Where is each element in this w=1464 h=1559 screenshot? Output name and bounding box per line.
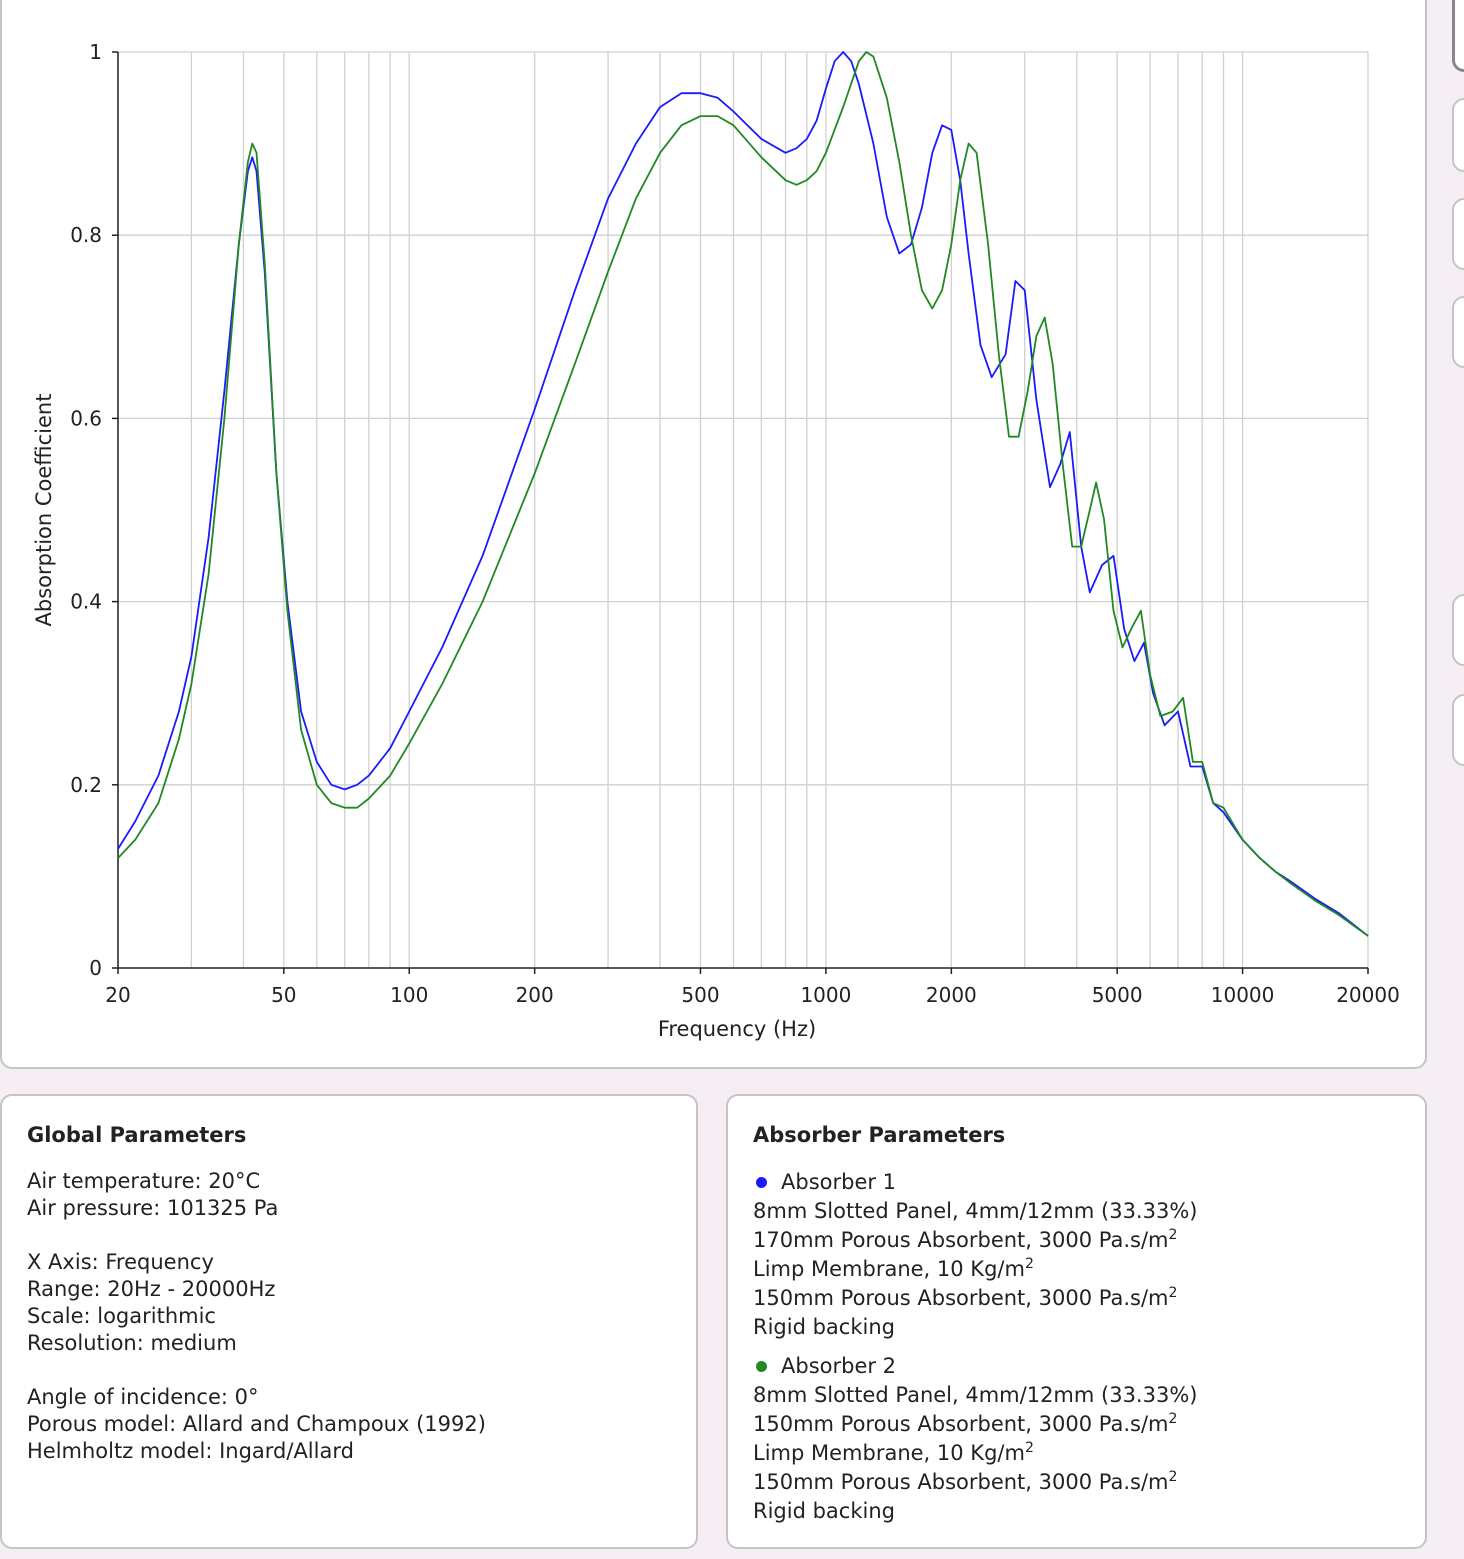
x-tick-label: 50: [271, 983, 296, 1007]
x-tick-label: 10000: [1211, 983, 1275, 1007]
absorber-2-layer-5: Rigid backing: [753, 1499, 895, 1523]
absorber-1-legend-dot: [756, 1177, 767, 1188]
x-tick-label: 20000: [1336, 983, 1400, 1007]
chart-panel: 20 50 100 200 500 1000 2000 5000 10000 20000 0 0.2 0…: [0, 0, 1427, 1069]
side-tab-5[interactable]: [1452, 594, 1464, 666]
y-tick-label: 1: [89, 40, 102, 64]
y-tick-label: 0: [89, 956, 102, 980]
x-tick-label: 500: [681, 983, 719, 1007]
absorber-2-legend-dot: [756, 1361, 767, 1372]
global-parameters-panel: Global Parameters Air temperature: 20°C …: [0, 1094, 698, 1549]
x-tick-label: 2000: [926, 983, 977, 1007]
absorber-1-layer-5: Rigid backing: [753, 1315, 895, 1339]
x-axis-param: X Axis: Frequency: [27, 1250, 214, 1274]
x-axis-title: Frequency (Hz): [658, 1017, 816, 1041]
absorber-1-layer-3: Limp Membrane, 10 Kg/m2: [753, 1256, 1034, 1281]
absorber-2-layer-4: 150mm Porous Absorbent, 3000 Pa.s/m2: [753, 1469, 1178, 1494]
x-tick-label: 100: [390, 983, 428, 1007]
side-tab-3[interactable]: [1452, 198, 1464, 270]
absorber-2-layer-3: Limp Membrane, 10 Kg/m2: [753, 1440, 1034, 1465]
y-tick-label: 0.2: [70, 773, 102, 797]
absorption-chart: 20 50 100 200 500 1000 2000 5000 10000 20000 0 0.2 0…: [32, 40, 1400, 1041]
air-temperature: Air temperature: 20°C: [27, 1169, 261, 1193]
helmholtz-model-param: Helmholtz model: Ingard/Allard: [27, 1439, 354, 1463]
absorber-2-layer-1: 8mm Slotted Panel, 4mm/12mm (33.33%): [753, 1383, 1198, 1407]
y-tick-label: 0.4: [70, 590, 102, 614]
absorber-1-layer-1: 8mm Slotted Panel, 4mm/12mm (33.33%): [753, 1199, 1198, 1223]
scale-param: Scale: logarithmic: [27, 1304, 216, 1328]
y-tick-label: 0.6: [70, 406, 102, 430]
global-parameters-title: Global Parameters: [27, 1123, 247, 1147]
x-tick-label: 5000: [1092, 983, 1143, 1007]
x-tick-label: 1000: [800, 983, 851, 1007]
porous-model-param: Porous model: Allard and Champoux (1992): [27, 1412, 486, 1436]
absorber-1-layer-2: 170mm Porous Absorbent, 3000 Pa.s/m2: [753, 1227, 1178, 1252]
side-tab-2[interactable]: [1452, 98, 1464, 172]
series-line-absorber-2: [117, 51, 1369, 937]
resolution-param: Resolution: medium: [27, 1331, 237, 1355]
angle-param: Angle of incidence: 0°: [27, 1385, 259, 1409]
range-param: Range: 20Hz - 20000Hz: [27, 1277, 276, 1301]
series-line-absorber-1: [117, 51, 1369, 937]
y-tick-label: 0.8: [70, 223, 102, 247]
absorber-2-layer-2: 150mm Porous Absorbent, 3000 Pa.s/m2: [753, 1411, 1178, 1436]
absorber-2-block: Absorber 2 8mm Slotted Panel, 4mm/12mm (…: [753, 1352, 1425, 1526]
side-tab-6[interactable]: [1452, 694, 1464, 766]
absorber-parameters-panel: Absorber Parameters Absorber 1 8mm Slott…: [726, 1094, 1427, 1549]
x-tick-label: 20: [105, 983, 130, 1007]
x-tick-label: 200: [516, 983, 554, 1007]
absorber-1-layer-4: 150mm Porous Absorbent, 3000 Pa.s/m2: [753, 1285, 1178, 1310]
absorber-1-block: Absorber 1 8mm Slotted Panel, 4mm/12mm (…: [753, 1168, 1425, 1342]
absorber-2-name: Absorber 2: [781, 1354, 897, 1378]
y-axis-title: Absorption Coefficient: [32, 394, 56, 627]
air-pressure: Air pressure: 101325 Pa: [27, 1196, 279, 1220]
side-tab-4[interactable]: [1452, 296, 1464, 368]
absorber-parameters-title: Absorber Parameters: [753, 1123, 1006, 1147]
absorber-1-name: Absorber 1: [781, 1170, 897, 1194]
side-tab-1[interactable]: [1452, 0, 1464, 72]
